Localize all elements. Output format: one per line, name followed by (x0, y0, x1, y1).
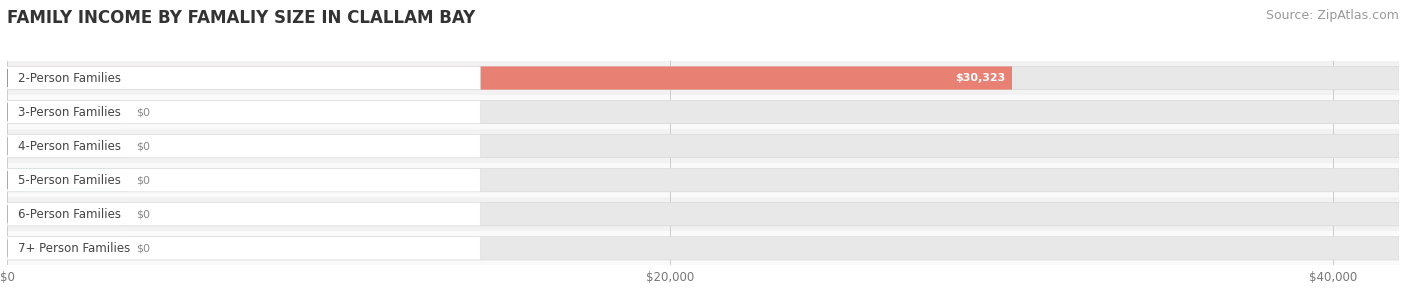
FancyBboxPatch shape (7, 169, 1399, 192)
Text: $0: $0 (136, 107, 150, 117)
FancyBboxPatch shape (7, 231, 1399, 265)
Text: 6-Person Families: 6-Person Families (18, 208, 121, 221)
FancyBboxPatch shape (7, 197, 1399, 231)
FancyBboxPatch shape (7, 163, 1399, 197)
FancyBboxPatch shape (7, 101, 125, 124)
Text: $0: $0 (136, 209, 150, 219)
FancyBboxPatch shape (7, 66, 1399, 90)
Text: 4-Person Families: 4-Person Families (18, 140, 121, 152)
FancyBboxPatch shape (7, 135, 481, 158)
FancyBboxPatch shape (7, 169, 125, 192)
FancyBboxPatch shape (7, 237, 1399, 260)
FancyBboxPatch shape (7, 237, 125, 260)
FancyBboxPatch shape (7, 237, 481, 260)
FancyBboxPatch shape (7, 169, 481, 192)
Text: $0: $0 (136, 243, 150, 253)
FancyBboxPatch shape (7, 203, 1399, 226)
FancyBboxPatch shape (7, 135, 125, 158)
Text: 2-Person Families: 2-Person Families (18, 72, 121, 84)
FancyBboxPatch shape (7, 203, 481, 226)
FancyBboxPatch shape (7, 66, 481, 90)
Text: $0: $0 (136, 141, 150, 151)
FancyBboxPatch shape (7, 95, 1399, 129)
Text: 3-Person Families: 3-Person Families (18, 106, 121, 119)
FancyBboxPatch shape (7, 61, 1399, 95)
Text: $0: $0 (136, 175, 150, 185)
FancyBboxPatch shape (7, 203, 125, 226)
FancyBboxPatch shape (7, 135, 1399, 158)
Text: 5-Person Families: 5-Person Families (18, 174, 121, 187)
FancyBboxPatch shape (7, 66, 1012, 90)
FancyBboxPatch shape (7, 129, 1399, 163)
Text: FAMILY INCOME BY FAMALIY SIZE IN CLALLAM BAY: FAMILY INCOME BY FAMALIY SIZE IN CLALLAM… (7, 9, 475, 27)
FancyBboxPatch shape (7, 101, 1399, 124)
Text: 7+ Person Families: 7+ Person Families (18, 242, 131, 255)
Text: Source: ZipAtlas.com: Source: ZipAtlas.com (1265, 9, 1399, 22)
Text: $30,323: $30,323 (955, 73, 1005, 83)
FancyBboxPatch shape (7, 101, 481, 124)
